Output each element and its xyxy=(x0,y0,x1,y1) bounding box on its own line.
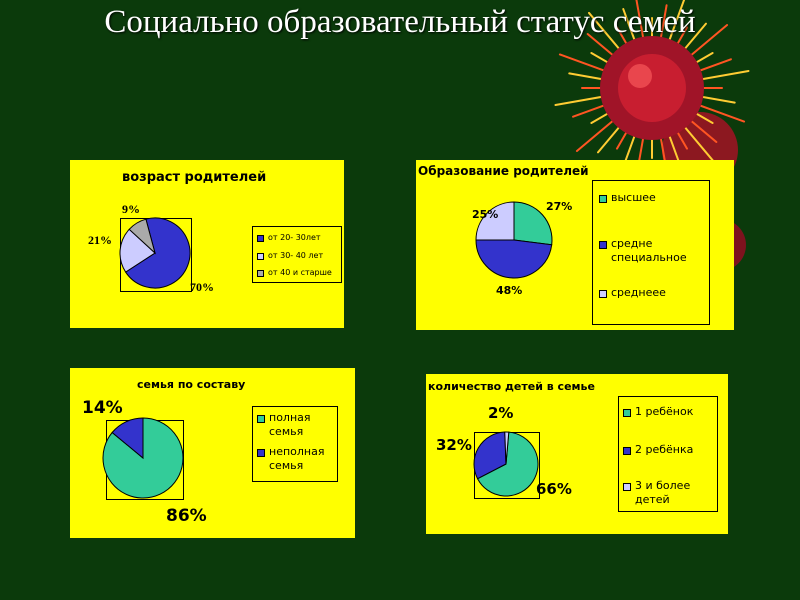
pie-slice xyxy=(475,201,515,241)
slide-title: Социально образовательный статус семей xyxy=(104,4,696,40)
pie-slice xyxy=(128,218,156,255)
pie-slice xyxy=(119,228,156,273)
legend-swatch xyxy=(257,449,265,457)
legend-swatch xyxy=(257,235,264,242)
pie-chart xyxy=(475,201,553,279)
data-label-86: 86% xyxy=(166,506,207,526)
legend-item: от 30- 40 лет xyxy=(257,251,323,261)
legend-item: 3 и более детей xyxy=(623,479,715,508)
chart-legend: полная семья неполная семья xyxy=(252,406,338,482)
pie-slice xyxy=(476,431,539,497)
chart-panel-family-composition: семья по составу 14% 86% полная семья не… xyxy=(70,368,355,538)
legend-swatch xyxy=(257,270,264,277)
pie-slice xyxy=(473,431,507,480)
legend-item: 2 ребёнка xyxy=(623,443,693,457)
legend-swatch xyxy=(623,409,631,417)
chart-title: возраст родителей xyxy=(122,170,267,185)
legend-item: средне специальное xyxy=(599,237,707,266)
data-label-48: 48% xyxy=(496,284,523,297)
legend-swatch xyxy=(257,415,265,423)
data-label-14: 14% xyxy=(82,398,123,418)
legend-item: полная семья xyxy=(257,411,335,440)
pie-slice xyxy=(504,431,510,465)
chart-panel-parent-education: Образование родителей 27% 25% 48% высшее… xyxy=(416,160,734,330)
chart-legend: от 20- 30лет от 30- 40 лет от 40 и старш… xyxy=(252,226,342,283)
legend-item: высшее xyxy=(599,191,656,205)
legend-swatch xyxy=(599,195,607,203)
data-label-21: 21% xyxy=(88,233,112,247)
data-label-70: 70% xyxy=(190,280,214,294)
chart-title: количество детей в семье xyxy=(428,380,595,393)
chart-title: семья по составу xyxy=(137,378,246,391)
legend-swatch xyxy=(599,290,607,298)
pie-slice xyxy=(513,201,553,246)
pie-slice xyxy=(111,417,144,460)
pie-chart xyxy=(102,417,184,499)
chart-legend: высшее средне специальное среднеее xyxy=(592,180,710,325)
legend-item: неполная семья xyxy=(257,445,335,474)
data-label-66: 66% xyxy=(536,480,572,498)
legend-swatch xyxy=(599,241,607,249)
data-label-2: 2% xyxy=(488,404,514,422)
legend-item: среднеее xyxy=(599,286,666,300)
pie-chart xyxy=(473,431,539,497)
legend-swatch xyxy=(623,447,631,455)
chart-panel-parent-age: возраст родителей 9% 21% 70% от 20- 30ле… xyxy=(70,160,344,328)
chart-title: Образование родителей xyxy=(418,164,589,178)
data-label-25: 25% xyxy=(472,208,499,221)
chart-legend: 1 ребёнок 2 ребёнка 3 и более детей xyxy=(618,396,718,512)
pie-slice xyxy=(475,239,553,279)
pie-slice xyxy=(124,217,191,289)
chart-panel-children-count: количество детей в семье 2% 32% 66% 1 ре… xyxy=(426,374,728,534)
legend-item: 1 ребёнок xyxy=(623,405,693,419)
legend-item: от 20- 30лет xyxy=(257,233,321,243)
legend-swatch xyxy=(623,483,631,491)
data-label-32: 32% xyxy=(436,436,472,454)
legend-swatch xyxy=(257,253,264,260)
legend-item: от 40 и старше xyxy=(257,268,332,278)
data-label-9: 9% xyxy=(122,202,140,216)
pie-chart xyxy=(119,217,191,289)
data-label-27: 27% xyxy=(546,200,573,213)
